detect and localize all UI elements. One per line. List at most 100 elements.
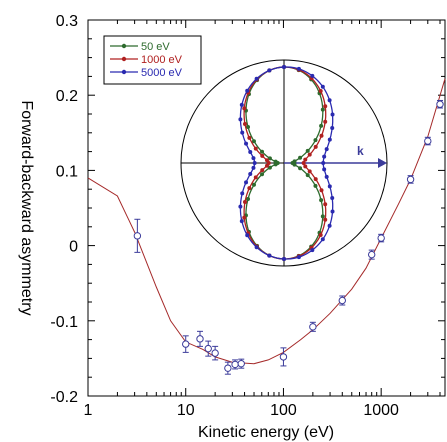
data-point: [211, 349, 219, 357]
lobe-marker: [327, 184, 332, 189]
lobe-marker: [267, 165, 272, 170]
x-tick-label: 100: [270, 402, 297, 419]
lobe-marker: [253, 175, 258, 180]
data-point: [224, 364, 232, 372]
lobe-marker: [240, 191, 245, 196]
x-tick-label: 1000: [363, 402, 399, 419]
lobe-marker: [254, 76, 259, 81]
lobe-marker: [267, 156, 272, 161]
lobe-marker: [310, 73, 315, 78]
lobe-marker: [313, 183, 318, 188]
legend-marker: [121, 56, 127, 62]
y-tick-label: 0.1: [56, 163, 78, 180]
lobe-marker: [318, 89, 323, 94]
lobe-marker: [305, 148, 310, 153]
lobe-marker: [298, 166, 303, 171]
x-tick-label: 1: [84, 402, 93, 419]
lobe-marker: [251, 139, 256, 144]
legend-marker: [121, 69, 127, 75]
lobe-marker: [246, 196, 251, 201]
lobe-marker: [324, 174, 329, 179]
data-point: [279, 353, 288, 361]
lobe-marker: [330, 209, 335, 214]
data-point: [377, 234, 385, 242]
lobe-marker: [313, 144, 318, 149]
lobe-marker: [242, 200, 247, 205]
lobe-marker: [246, 125, 251, 130]
legend-marker: [121, 43, 127, 49]
lobe-marker: [323, 217, 328, 222]
lobe-marker: [320, 237, 325, 242]
lobe-marker: [242, 215, 247, 220]
lobe-marker: [267, 68, 272, 73]
lobe-marker: [260, 168, 265, 173]
lobe-marker: [327, 137, 332, 142]
lobe-marker: [267, 253, 272, 258]
y-tick-label: 0.3: [56, 13, 78, 30]
lobe-marker: [260, 153, 265, 158]
lobe-marker: [307, 169, 312, 174]
x-axis-title: Kinetic energy (eV): [198, 424, 334, 441]
lobe-marker: [282, 65, 286, 69]
measured-points: [133, 99, 444, 375]
data-point: [436, 100, 444, 108]
lobe-marker: [298, 155, 303, 160]
lobe-marker: [260, 172, 265, 177]
lobe-marker: [320, 214, 325, 219]
polar-inset: k: [180, 59, 388, 267]
lobe-marker: [254, 245, 259, 250]
lobe-marker: [319, 188, 324, 193]
lobe-marker: [260, 149, 265, 154]
lobe-marker: [303, 164, 308, 169]
lobe-marker: [330, 125, 335, 130]
data-point: [367, 250, 376, 259]
lobe-marker: [242, 106, 247, 111]
legend-label: 5000 eV: [141, 67, 183, 79]
lobe-marker: [319, 123, 324, 128]
data-point: [309, 323, 317, 331]
lobe-marker: [242, 121, 247, 126]
lobe-marker: [253, 146, 258, 151]
lobe-marker: [324, 147, 329, 152]
lobe-marker: [330, 196, 335, 201]
legend-box: [103, 35, 202, 85]
lobe-marker: [282, 257, 286, 261]
lobe-marker: [240, 130, 245, 135]
lobe-marker: [327, 223, 332, 228]
data-point: [338, 296, 346, 305]
lobe-marker: [330, 112, 335, 117]
lobe-marker: [296, 66, 301, 71]
data-point: [424, 137, 432, 145]
y-tick-label: 0.2: [56, 88, 78, 105]
lobe-marker: [303, 157, 308, 162]
data-point: [406, 175, 415, 184]
y-tick-label: 0: [69, 239, 78, 256]
lobe-marker: [247, 186, 252, 191]
lobe-marker: [239, 219, 244, 224]
lobe-marker: [292, 162, 297, 167]
data-point: [196, 335, 204, 343]
lobe-marker: [251, 165, 256, 170]
lobe-marker: [321, 161, 326, 165]
lobe-marker: [327, 98, 332, 103]
data-point: [182, 340, 190, 348]
lobe-marker: [248, 171, 253, 176]
lobe-marker: [273, 159, 278, 164]
lobe-marker: [238, 204, 243, 209]
lobe-marker: [296, 255, 301, 260]
lobe-marker: [251, 182, 256, 187]
angular-distributions: [238, 65, 335, 261]
lobe-marker: [245, 233, 250, 238]
lobe-marker: [252, 161, 257, 165]
lobe-marker: [313, 138, 318, 143]
lobe-marker: [322, 154, 327, 159]
lobe-marker: [248, 150, 253, 155]
lobe-marker: [318, 232, 323, 237]
y-tick-label: -0.2: [50, 389, 78, 406]
theory-curve: [87, 78, 446, 365]
lobe-marker: [305, 173, 310, 178]
data-point: [133, 232, 142, 240]
data-point: [237, 359, 245, 368]
